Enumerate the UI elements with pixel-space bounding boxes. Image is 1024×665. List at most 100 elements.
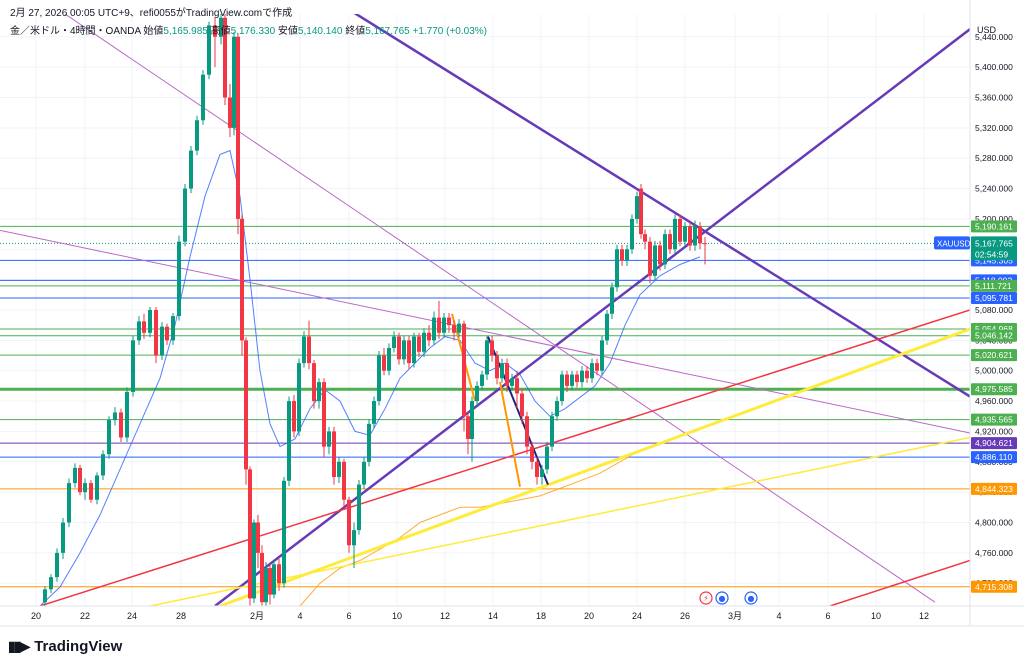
candle: [605, 310, 609, 345]
trendline: [353, 14, 970, 398]
candle: [154, 306, 158, 364]
candle: [125, 387, 129, 443]
candle-body: [615, 249, 619, 288]
candle: [236, 33, 240, 235]
candle-body: [165, 326, 169, 341]
candle: [201, 70, 205, 125]
level-badge: [971, 580, 1017, 593]
brand-name: TradingView: [34, 638, 123, 655]
x-tick-label: 28: [176, 611, 186, 621]
high-label: 高値: [210, 26, 231, 37]
candle: [189, 146, 193, 194]
candle: [620, 244, 624, 266]
candle: [207, 21, 211, 80]
level-badge-label: 4,904.621: [975, 438, 1013, 448]
candle: [312, 360, 316, 409]
candle-body: [545, 446, 549, 470]
symbol-label[interactable]: 金／米ドル・4時間・OANDA: [10, 26, 141, 37]
candle: [337, 457, 341, 484]
candle-body: [236, 36, 240, 219]
candle-body: [312, 363, 316, 402]
candle: [195, 115, 199, 156]
x-tick-label: 10: [392, 611, 402, 621]
candle: [282, 476, 286, 588]
candle-body: [302, 336, 306, 364]
candle-body: [693, 226, 697, 246]
candle: [322, 378, 326, 458]
candle-body: [550, 416, 554, 447]
candle-body: [510, 378, 514, 386]
us-flag-icon[interactable]: ●: [715, 591, 729, 605]
y-tick-label: 5,240.000: [975, 184, 1013, 194]
candle: [590, 358, 594, 383]
candle-body: [475, 385, 479, 402]
lightning-icon[interactable]: ⚡: [699, 591, 713, 605]
candle-body: [73, 467, 77, 484]
candle: [417, 332, 421, 358]
candle: [437, 300, 441, 339]
candle-body: [377, 355, 381, 402]
candle-body: [625, 249, 629, 261]
candle-body: [515, 378, 519, 394]
x-tick-label: 10: [871, 611, 881, 621]
candle: [160, 322, 164, 361]
x-tick-label: 20: [31, 611, 41, 621]
candle: [525, 411, 529, 455]
candle: [688, 221, 692, 251]
level-badge: [971, 329, 1017, 342]
candle: [292, 395, 296, 438]
candle: [610, 282, 614, 320]
y-tick-label: 5,440.000: [975, 32, 1013, 42]
candle-body: [590, 363, 594, 379]
candle: [260, 545, 264, 606]
candle-body: [213, 25, 217, 37]
candle-body: [555, 401, 559, 417]
candle-body: [452, 325, 456, 333]
candle-body: [342, 461, 346, 500]
candle: [495, 350, 499, 385]
candle-body: [252, 522, 256, 599]
level-badge-label: 4,715.308: [975, 582, 1013, 592]
candle: [565, 370, 569, 392]
candle-body: [195, 120, 199, 151]
candle-body: [337, 461, 341, 477]
candle-body: [635, 196, 639, 219]
x-tick-label: 24: [127, 611, 137, 621]
open-label: 始値: [143, 26, 164, 37]
open-value: 5,165.985: [163, 26, 208, 37]
candle-body: [357, 484, 361, 531]
candle-body: [422, 332, 426, 352]
tradingview-brand[interactable]: ▮▮▶ TradingView: [8, 638, 122, 655]
candle-body: [327, 431, 331, 447]
candle: [55, 548, 59, 582]
candle-body: [207, 25, 211, 75]
candle-body: [362, 461, 366, 485]
currency-label: USD: [977, 25, 997, 35]
candle-body: [610, 287, 614, 314]
candle-body: [600, 340, 604, 371]
candle: [61, 517, 65, 559]
candle-body: [432, 317, 436, 341]
ohlc-header: 金／米ドル・4時間・OANDA 始値5,165.985 高値5,176.330 …: [10, 22, 487, 37]
level-badge-label: 4,975.585: [975, 384, 1013, 394]
candle: [397, 332, 401, 365]
price-axis: USD4,720.0004,760.0004,800.0004,840.0004…: [934, 0, 1024, 625]
candle: [95, 472, 99, 505]
candle-body: [55, 552, 59, 578]
candle: [505, 358, 509, 392]
x-tick-label: 2月: [250, 611, 264, 621]
symbol-badge: [934, 236, 970, 250]
candle: [466, 411, 470, 455]
candle: [317, 378, 321, 409]
candle: [372, 396, 376, 429]
countdown-label: 02:54:59: [975, 249, 1008, 259]
candle-body: [560, 374, 564, 402]
candle: [268, 563, 272, 605]
candle: [500, 358, 504, 383]
candle-body: [683, 226, 687, 242]
y-tick-label: 4,960.000: [975, 396, 1013, 406]
candle-body: [142, 321, 146, 333]
candle: [452, 320, 456, 341]
us-flag-icon[interactable]: ●: [744, 591, 758, 605]
